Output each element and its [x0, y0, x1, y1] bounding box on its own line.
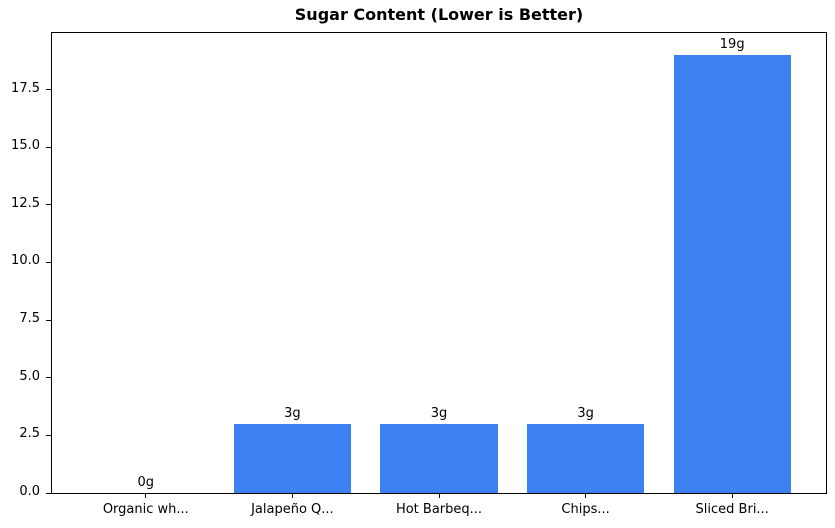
bar-value-label: 19g — [719, 36, 745, 52]
x-tick-label: Organic wh... — [102, 502, 189, 517]
y-tick-label: 7.5 — [19, 311, 40, 327]
y-tick-label: 5.0 — [19, 368, 40, 384]
y-tick-label: 17.5 — [11, 80, 40, 96]
y-tick-mark — [46, 146, 51, 148]
x-tick-label: Hot Barbeq... — [395, 502, 483, 517]
y-tick-label: 0.0 — [19, 484, 40, 499]
y-tick-mark — [46, 261, 51, 263]
x-tick-mark — [291, 493, 293, 498]
y-tick-mark — [46, 377, 51, 379]
y-tick-mark — [46, 434, 51, 436]
y-tick-label: 12.5 — [11, 195, 40, 211]
x-tick-label: Sliced Bri... — [695, 502, 769, 517]
y-tick-label: 15.0 — [11, 138, 40, 154]
y-tick-mark — [46, 89, 51, 90]
bar — [673, 54, 791, 493]
bar — [527, 423, 645, 493]
x-tick-label: Jalapeño Q... — [251, 502, 334, 517]
chart-title: Sugar Content (Lower is Better) — [294, 5, 584, 24]
x-tick-mark — [145, 493, 147, 498]
y-tick-mark — [46, 319, 51, 321]
y-tick-mark — [46, 492, 51, 494]
bar-value-label: 3g — [430, 405, 448, 421]
y-tick-label: 10.0 — [11, 253, 40, 269]
bar-value-label: 3g — [284, 405, 301, 421]
bar-value-label: 3g — [577, 405, 594, 421]
x-tick-mark — [585, 493, 587, 498]
bar — [233, 423, 352, 493]
y-tick-label: 2.5 — [19, 426, 40, 442]
x-tick-mark — [731, 493, 733, 498]
bar-value-label: 0g — [137, 475, 155, 490]
x-tick-mark — [438, 493, 440, 498]
y-tick-mark — [46, 204, 51, 206]
plot-area: 0.0 2.5 5.0 7.5 10.0 12.5 15.0 17.5 0g Organic wh… — [11, 32, 827, 517]
bar — [380, 423, 498, 493]
x-tick-label: Chips... — [561, 502, 610, 517]
